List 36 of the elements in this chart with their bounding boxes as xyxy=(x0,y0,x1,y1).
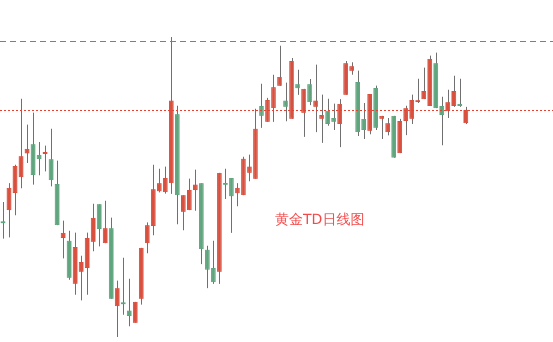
candlestick xyxy=(361,102,366,140)
candlestick xyxy=(60,220,66,259)
candlestick xyxy=(24,124,30,164)
candlestick xyxy=(271,74,276,122)
candlestick xyxy=(102,200,108,244)
candlestick xyxy=(205,245,210,289)
candlestick xyxy=(247,154,252,182)
candlestick xyxy=(325,98,330,126)
candlestick xyxy=(379,115,384,140)
candlestick xyxy=(464,106,468,124)
candlestick xyxy=(295,69,300,96)
candlestick xyxy=(114,280,120,338)
candlestick xyxy=(265,97,270,122)
candlestick xyxy=(78,255,84,301)
candlestick xyxy=(229,178,234,234)
candlestick xyxy=(349,62,354,76)
candlestick xyxy=(193,169,198,212)
candlestick xyxy=(319,94,324,144)
candlestick xyxy=(235,182,240,207)
candlestick xyxy=(307,78,312,106)
candlestick xyxy=(18,98,24,189)
candlestick xyxy=(385,118,390,136)
candlestick xyxy=(301,88,306,138)
candlestick xyxy=(331,103,336,130)
candlestick xyxy=(337,98,342,148)
candlestick xyxy=(36,142,42,176)
candlestick xyxy=(96,204,102,247)
candlestick xyxy=(6,182,12,238)
candlestick xyxy=(313,64,318,133)
candlestick xyxy=(48,128,54,187)
candlestick xyxy=(277,45,282,86)
candlestick xyxy=(211,240,216,284)
candlestick xyxy=(259,83,264,128)
text: 黄金TD日线图 xyxy=(275,211,364,229)
candlestick xyxy=(126,278,132,327)
candlestick xyxy=(283,82,288,122)
